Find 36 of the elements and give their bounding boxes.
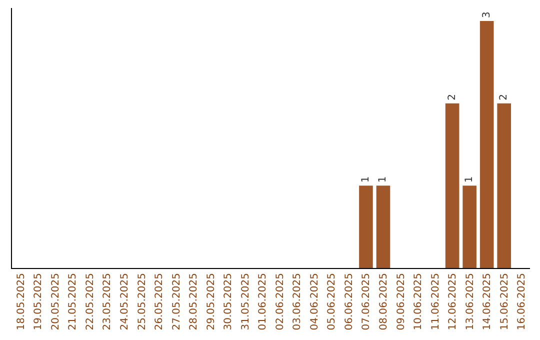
data-label: 2 [498, 94, 510, 100]
x-tick-label: 13.06.2025 [464, 273, 476, 330]
x-tick-label: 02.06.2025 [274, 273, 286, 330]
x-tick-label: 01.06.2025 [258, 273, 269, 330]
data-label: 3 [481, 12, 492, 18]
x-tick-label: 22.05.2025 [84, 273, 96, 330]
x-tick-label: 14.06.2025 [482, 273, 494, 330]
x-tick-label: 04.06.2025 [309, 273, 320, 330]
data-label: 1 [464, 176, 476, 183]
x-tick-label: 27.05.2025 [171, 273, 182, 330]
x-tick-label: 29.05.2025 [206, 273, 217, 330]
x-tick-label: 31.05.2025 [240, 273, 252, 330]
x-tick-label: 03.06.2025 [292, 273, 304, 330]
x-tick-label: 16.06.2025 [516, 273, 528, 330]
x-tick-label: 19.05.2025 [33, 273, 44, 330]
x-tick-label: 18.05.2025 [16, 273, 27, 330]
x-tick-label: 20.05.2025 [50, 273, 62, 330]
x-tick-label: 24.05.2025 [119, 273, 130, 330]
x-tick-label: 23.05.2025 [102, 273, 114, 330]
x-tick-label: 05.06.2025 [326, 273, 338, 330]
x-tick-label: 28.05.2025 [188, 273, 200, 330]
x-tick-label: 21.05.2025 [68, 273, 79, 330]
data-label: 1 [360, 176, 372, 183]
x-tick-label: 25.05.2025 [136, 273, 148, 330]
x-tick-label: 09.06.2025 [396, 273, 407, 330]
data-label: 2 [446, 94, 458, 100]
x-tick-label: 07.06.2025 [361, 273, 372, 330]
data-label: 1 [378, 176, 389, 183]
x-tick-label: 15.06.2025 [499, 273, 510, 330]
x-tick-label: 11.06.2025 [430, 273, 442, 330]
x-tick-label: 26.05.2025 [154, 273, 166, 330]
x-tick-label: 08.06.2025 [378, 273, 390, 330]
x-tick-label: 30.05.2025 [223, 273, 234, 330]
x-tick-label: 06.06.2025 [344, 273, 355, 330]
x-tick-label: 12.06.2025 [448, 273, 459, 330]
x-tick-label: 10.06.2025 [413, 273, 424, 330]
